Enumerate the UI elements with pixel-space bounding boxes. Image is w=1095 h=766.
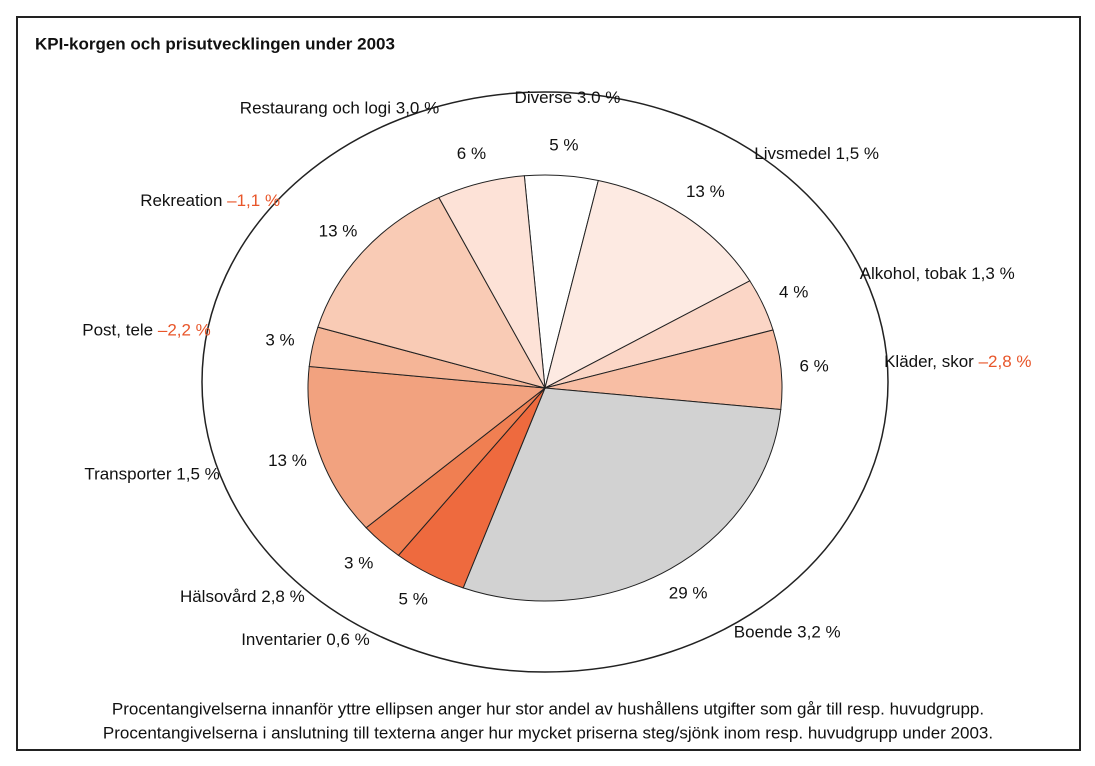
price-change: –1,1 % <box>227 191 280 210</box>
value-label: 13 % <box>686 182 725 201</box>
value-label: 4 % <box>779 283 808 302</box>
price-change: –2,2 % <box>158 321 211 340</box>
pie-slice <box>462 387 782 602</box>
price-change: 3,0 % <box>396 99 439 118</box>
note: Procentangivelserna innanför yttre ellip… <box>112 699 984 718</box>
category-name: Post, tele <box>82 321 153 340</box>
category-label: Post, tele –2,2 % <box>82 321 211 340</box>
category-name: Boende <box>734 623 793 642</box>
category-label: Diverse 3.0 % <box>515 89 621 108</box>
value-label: 13 % <box>319 221 358 240</box>
category-name: Restaurang och logi <box>240 99 391 118</box>
category-name: Kläder, skor <box>884 352 974 371</box>
category-name: Alkohol, tobak <box>860 264 967 283</box>
category-label: Hälsovård 2,8 % <box>180 587 305 606</box>
price-change: 1,5 % <box>176 465 219 484</box>
category-label: Boende 3,2 % <box>734 623 841 642</box>
category-label: Rekreation –1,1 % <box>140 191 280 210</box>
category-label: Restaurang och logi 3,0 % <box>240 99 439 118</box>
category-name: Livsmedel <box>754 144 831 163</box>
pie-slice <box>438 175 546 389</box>
price-change: 1,5 % <box>836 144 879 163</box>
value-label: 13 % <box>268 451 307 470</box>
value-label: 6 % <box>457 144 486 163</box>
pie-slice <box>544 179 751 389</box>
value-label: 29 % <box>669 583 708 602</box>
price-change: –2,8 % <box>979 352 1032 371</box>
pie-slice <box>307 365 547 529</box>
price-change: 0,6 % <box>326 630 369 649</box>
price-change: 3,2 % <box>797 623 840 642</box>
category-label: Livsmedel 1,5 % <box>754 144 879 163</box>
value-label: 6 % <box>800 356 829 375</box>
value-label: 5 % <box>549 135 578 154</box>
category-name: Inventarier <box>241 630 322 649</box>
category-label: Kläder, skor –2,8 % <box>884 352 1031 371</box>
category-name: Transporter <box>84 465 172 484</box>
chart-title: KPI-korgen och prisutvecklingen under 20… <box>35 34 395 53</box>
value-label: 3 % <box>344 553 373 572</box>
category-name: Rekreation <box>140 191 222 210</box>
category-label: Transporter 1,5 % <box>84 465 219 484</box>
category-label: Inventarier 0,6 % <box>241 630 370 649</box>
category-name: Diverse <box>515 89 573 108</box>
value-label: 5 % <box>399 589 428 608</box>
price-change: 2,8 % <box>261 587 304 606</box>
price-change: 3.0 % <box>577 89 620 108</box>
value-label: 3 % <box>265 330 294 349</box>
pie-slice <box>317 196 547 389</box>
outer-ellipse <box>201 91 889 673</box>
price-change: 1,3 % <box>971 264 1014 283</box>
category-label: Alkohol, tobak 1,3 % <box>860 264 1015 283</box>
category-name: Hälsovård <box>180 587 257 606</box>
note: Procentangivelserna i anslutning till te… <box>103 723 993 742</box>
